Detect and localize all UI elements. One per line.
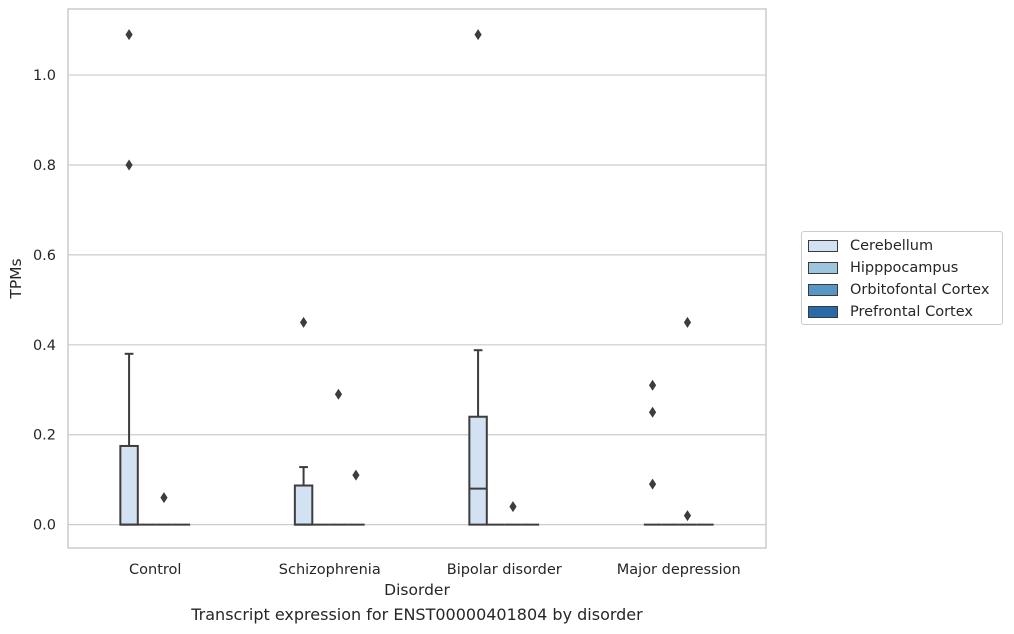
legend: Cerebellum Hipppocampus Orbitofontal Cor… bbox=[801, 231, 1003, 325]
legend-item-cerebellum: Cerebellum bbox=[808, 236, 933, 256]
legend-swatch-orbitofrontal-cortex bbox=[808, 284, 838, 296]
y-tick-label: 0.8 bbox=[33, 158, 56, 174]
legend-swatch-hippocampus bbox=[808, 262, 838, 274]
outlier-point bbox=[334, 388, 343, 400]
y-tick-label: 0.2 bbox=[33, 428, 56, 444]
outlier-point bbox=[648, 379, 657, 391]
box-0-1 bbox=[293, 316, 314, 526]
outlier-point bbox=[474, 29, 482, 41]
y-tick-label: 1.0 bbox=[33, 68, 56, 84]
box-body bbox=[468, 415, 488, 526]
legend-label-cerebellum: Cerebellum bbox=[850, 238, 934, 254]
x-tick-label: Schizophrenia bbox=[279, 562, 381, 578]
box-0-3 bbox=[643, 379, 662, 526]
legend-item-hippocampus: Hipppocampus bbox=[808, 258, 958, 278]
plot-frame bbox=[67, 8, 767, 549]
box-body bbox=[293, 484, 314, 526]
legend-item-prefrontal-cortex: Prefrontal Cortex bbox=[808, 302, 973, 322]
y-axis-ticks: 0.0 0.2 0.4 0.6 0.8 1.0 bbox=[33, 68, 56, 534]
x-tick-label: Bipolar disorder bbox=[447, 562, 562, 578]
legend-label-prefrontal-cortex: Prefrontal Cortex bbox=[850, 304, 973, 320]
box-2-2 bbox=[504, 501, 522, 526]
legend-item-orbitofrontal-cortex: Orbitofontal Cortex bbox=[808, 280, 989, 300]
box-0-2 bbox=[468, 29, 488, 526]
y-tick-label: 0.0 bbox=[33, 518, 56, 534]
box-2-1 bbox=[329, 388, 348, 526]
x-tick-label: Control bbox=[129, 562, 181, 578]
outlier-point bbox=[125, 29, 133, 41]
y-tick-label: 0.6 bbox=[33, 248, 56, 264]
box-body bbox=[119, 444, 139, 526]
box-3-1 bbox=[347, 469, 365, 526]
legend-label-orbitofrontal-cortex: Orbitofontal Cortex bbox=[850, 282, 990, 298]
legend-swatch-cerebellum bbox=[808, 240, 838, 252]
x-tick-label: Major depression bbox=[617, 562, 741, 578]
legend-label-hippocampus: Hipppocampus bbox=[850, 260, 959, 276]
outlier-point bbox=[648, 406, 657, 418]
outlier-point bbox=[352, 469, 360, 481]
x-axis-ticks: Control Schizophrenia Bipolar disorder Majo… bbox=[129, 562, 741, 578]
legend-swatch-prefrontal-cortex bbox=[808, 306, 838, 318]
outlier-point bbox=[683, 316, 692, 328]
outlier-point bbox=[509, 501, 517, 513]
outlier-point bbox=[125, 159, 133, 171]
x-axis-label: Disorder bbox=[384, 581, 450, 599]
boxes bbox=[119, 29, 714, 526]
box-2-3 bbox=[678, 316, 697, 526]
y-tick-label: 0.4 bbox=[33, 338, 56, 354]
outlier-point bbox=[648, 478, 657, 490]
box-2-0 bbox=[155, 492, 173, 526]
figure-caption: Transcript expression for ENST0000040180… bbox=[191, 605, 643, 624]
outlier-point bbox=[160, 492, 168, 504]
y-axis-label: TPMs bbox=[7, 258, 25, 299]
outlier-point bbox=[299, 316, 308, 328]
gridlines bbox=[68, 74, 766, 526]
box-0-0 bbox=[119, 29, 139, 526]
outlier-point bbox=[683, 510, 692, 522]
